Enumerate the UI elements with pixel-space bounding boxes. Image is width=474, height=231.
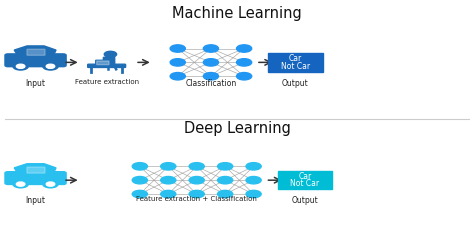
Circle shape: [218, 176, 233, 184]
Circle shape: [203, 45, 219, 52]
Text: Not Car: Not Car: [290, 179, 319, 188]
FancyBboxPatch shape: [88, 64, 126, 67]
Circle shape: [104, 51, 117, 57]
FancyBboxPatch shape: [103, 57, 115, 65]
FancyBboxPatch shape: [268, 53, 322, 72]
Circle shape: [16, 64, 25, 68]
Circle shape: [218, 190, 233, 198]
FancyBboxPatch shape: [27, 167, 45, 173]
Text: Car: Car: [289, 54, 302, 63]
Text: Deep Learning: Deep Learning: [183, 121, 291, 136]
Circle shape: [237, 59, 252, 66]
Text: Feature extraction: Feature extraction: [74, 79, 139, 85]
FancyBboxPatch shape: [5, 54, 66, 67]
FancyBboxPatch shape: [5, 172, 66, 184]
Circle shape: [13, 63, 28, 70]
Text: Output: Output: [292, 196, 318, 205]
Text: Output: Output: [282, 79, 309, 88]
Text: Input: Input: [26, 79, 46, 88]
Circle shape: [170, 45, 185, 52]
Text: Not Car: Not Car: [281, 62, 310, 70]
FancyBboxPatch shape: [96, 60, 110, 65]
Circle shape: [246, 176, 261, 184]
Polygon shape: [14, 164, 56, 173]
Circle shape: [237, 73, 252, 80]
Circle shape: [203, 73, 219, 80]
Circle shape: [189, 190, 204, 198]
Circle shape: [43, 180, 58, 188]
FancyBboxPatch shape: [27, 49, 45, 55]
Polygon shape: [14, 46, 56, 55]
Circle shape: [43, 63, 58, 70]
Circle shape: [170, 59, 185, 66]
Text: Car: Car: [298, 172, 311, 181]
Circle shape: [13, 180, 28, 188]
Circle shape: [16, 182, 25, 186]
Text: Input: Input: [26, 196, 46, 205]
Circle shape: [246, 190, 261, 198]
Circle shape: [189, 176, 204, 184]
Circle shape: [46, 64, 55, 68]
Circle shape: [132, 190, 147, 198]
Circle shape: [132, 163, 147, 170]
Circle shape: [170, 73, 185, 80]
Circle shape: [46, 182, 55, 186]
Circle shape: [246, 163, 261, 170]
Circle shape: [132, 176, 147, 184]
Circle shape: [161, 176, 176, 184]
Text: Feature extraction + Classification: Feature extraction + Classification: [136, 196, 257, 202]
Circle shape: [161, 163, 176, 170]
Text: Machine Learning: Machine Learning: [172, 6, 302, 21]
Circle shape: [161, 190, 176, 198]
Text: Classification: Classification: [185, 79, 237, 88]
Circle shape: [218, 163, 233, 170]
Circle shape: [203, 59, 219, 66]
FancyBboxPatch shape: [277, 171, 332, 189]
Circle shape: [189, 163, 204, 170]
Circle shape: [237, 45, 252, 52]
FancyBboxPatch shape: [97, 61, 109, 65]
